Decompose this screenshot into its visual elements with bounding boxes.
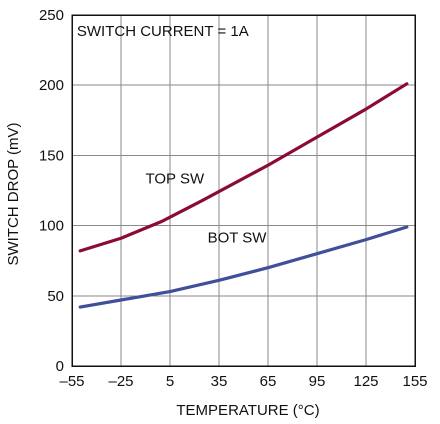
- series-line-bot-sw: [78, 225, 409, 309]
- x-tick-label: –25: [108, 373, 133, 390]
- x-tick-label: 95: [309, 373, 326, 390]
- x-axis-label: TEMPERATURE (°C): [176, 402, 319, 419]
- y-tick-label: 100: [39, 218, 64, 235]
- chart-annotation: TOP SW: [146, 170, 205, 187]
- chart-annotation: BOT SW: [208, 229, 268, 246]
- y-tick-label: 0: [56, 358, 64, 375]
- tick-layer: –55 –25 5 35 65 95 125 155 0 50 100 150 200 250: [39, 7, 428, 390]
- series-line-top-sw: [78, 82, 409, 253]
- series-layer: [78, 82, 409, 309]
- plot-frame: [71, 14, 416, 367]
- grid-layer: [72, 15, 415, 366]
- chart-annotation: SWITCH CURRENT = 1A: [77, 23, 249, 40]
- x-tick-label: –55: [59, 373, 84, 390]
- frame-layer: [71, 14, 416, 367]
- annotation-layer: SWITCH CURRENT = 1A TOP SW BOT SW: [77, 23, 267, 246]
- x-tick-label: 5: [166, 373, 174, 390]
- y-tick-label: 250: [39, 7, 64, 24]
- y-tick-label: 150: [39, 147, 64, 164]
- x-tick-label: 125: [353, 373, 378, 390]
- y-tick-label: 50: [47, 288, 64, 305]
- y-tick-label: 200: [39, 77, 64, 94]
- y-axis-label: SWITCH DROP (mV): [5, 122, 22, 265]
- x-tick-label: 155: [402, 373, 427, 390]
- x-tick-label: 35: [211, 373, 228, 390]
- x-tick-label: 65: [260, 373, 277, 390]
